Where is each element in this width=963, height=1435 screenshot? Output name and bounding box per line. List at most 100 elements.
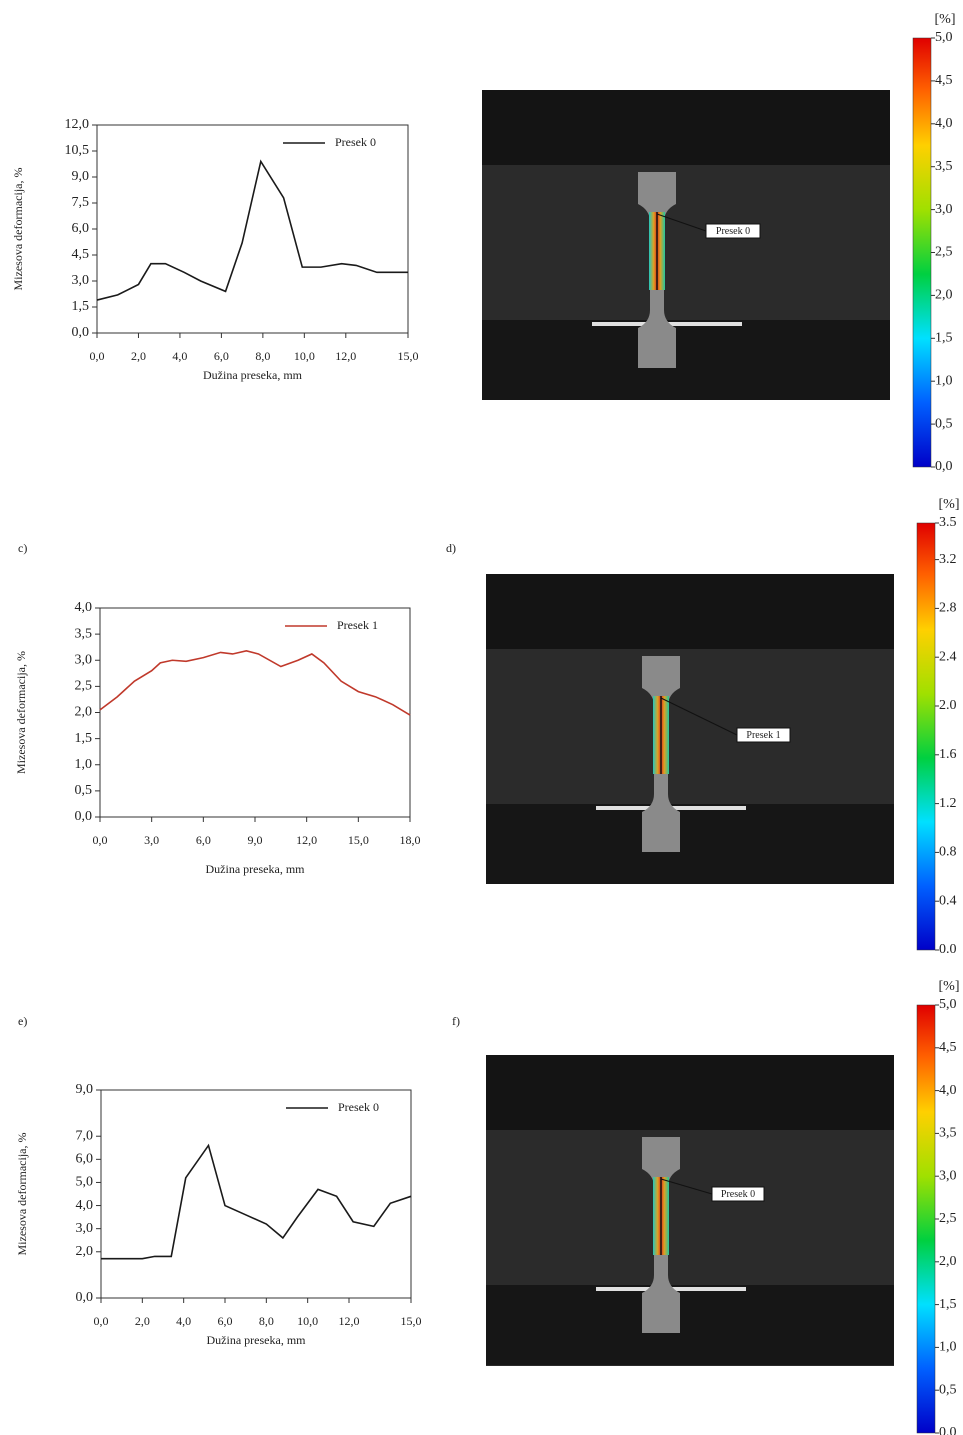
x-tick-label: 8,0 — [255, 349, 270, 363]
colorbar-tick-label: 0.8 — [939, 845, 957, 860]
x-tick-label: 2,0 — [131, 349, 146, 363]
colorbar — [912, 37, 932, 468]
plot-frame — [99, 607, 411, 818]
colorbar — [916, 522, 936, 951]
colorbar-unit: [%] — [939, 497, 960, 512]
colorbar-tick-label: 4,0 — [935, 116, 953, 131]
x-tick-label: 10,0 — [297, 1314, 318, 1328]
colorbar-tick-label: 2.0 — [939, 698, 957, 713]
colorbar-tick-label: 2,0 — [939, 1254, 957, 1269]
colorbar-tick-label: 1,5 — [939, 1297, 957, 1312]
lower-grip — [486, 804, 894, 884]
y-tick-label: 10,5 — [65, 143, 90, 158]
colorbar-tick-label: 1,0 — [935, 373, 953, 388]
panel-label: c) — [18, 541, 27, 555]
x-tick-label: 12,0 — [296, 833, 317, 847]
annotation-label: Presek 0 — [716, 226, 750, 237]
annotation-box — [736, 727, 791, 743]
x-tick-label: 4,0 — [172, 349, 187, 363]
x-tick-label: 6,0 — [214, 349, 229, 363]
colorbar — [916, 1004, 936, 1434]
y-tick-label: 3,0 — [76, 1221, 94, 1236]
upper-grip — [482, 90, 890, 165]
colorbar-tick-label: 4,5 — [935, 73, 953, 88]
x-tick-label: 9,0 — [248, 833, 263, 847]
x-axis-label: Dužina preseka, mm — [207, 1333, 307, 1347]
x-tick-label: 8,0 — [259, 1314, 274, 1328]
upper-grip — [486, 574, 894, 649]
y-tick-label: 1,5 — [72, 299, 90, 314]
photo: Presek 0 — [486, 1055, 894, 1366]
y-tick-label: 0,5 — [75, 783, 93, 798]
photo: Presek 1 — [486, 574, 894, 884]
colorbar-tick-label: 3.2 — [939, 552, 957, 567]
colorbar-tick-label: 0,0 — [935, 459, 953, 474]
x-tick-label: 0,0 — [93, 833, 108, 847]
lower-grip — [482, 320, 890, 400]
panel-label: e) — [18, 1014, 27, 1028]
data-line — [101, 1143, 412, 1260]
x-axis-label: Dužina preseka, mm — [203, 368, 303, 382]
x-tick-label: 15,0 — [398, 349, 419, 363]
colorbar-tick-label: 5,0 — [935, 30, 953, 45]
colorbar-tick-label: 0.0 — [939, 942, 957, 957]
colorbar-tick-label: 1,5 — [935, 331, 953, 346]
legend-label: Presek 0 — [338, 1100, 379, 1114]
x-tick-label: 15,0 — [348, 833, 369, 847]
colorbar-tick-label: 0,5 — [939, 1382, 957, 1397]
annotation-leader — [660, 1178, 713, 1195]
y-tick-label: 1,0 — [75, 757, 93, 772]
colorbar-unit: [%] — [935, 12, 956, 27]
x-tick-label: 3,0 — [144, 833, 159, 847]
y-tick-label: 5,0 — [76, 1175, 94, 1190]
legend-label: Presek 1 — [337, 618, 378, 632]
colorbar-tick-label: 1.2 — [939, 796, 957, 811]
y-tick-label: 3,0 — [72, 273, 90, 288]
y-axis-label: Mizesova deformacija, % — [15, 1133, 29, 1256]
y-tick-label: 2,0 — [76, 1244, 94, 1259]
colorbar-tick-label: 2.8 — [939, 601, 957, 616]
data-line — [96, 159, 408, 301]
x-tick-label: 18,0 — [400, 833, 421, 847]
colorbar-tick-label: 2.4 — [939, 649, 957, 664]
legend-label: Presek 0 — [335, 135, 376, 149]
y-tick-label: 0,0 — [76, 1290, 94, 1305]
y-tick-label: 0,0 — [75, 809, 93, 824]
y-tick-label: 1,5 — [75, 731, 93, 746]
y-tick-label: 2,5 — [75, 679, 93, 694]
colorbar-tick-label: 3,0 — [935, 202, 953, 217]
x-tick-label: 4,0 — [176, 1314, 191, 1328]
annotation-label: Presek 1 — [746, 730, 780, 741]
x-tick-label: 12,0 — [339, 1314, 360, 1328]
colorbar-tick-label: 4,0 — [939, 1083, 957, 1098]
colorbar-tick-label: 1.6 — [939, 747, 957, 762]
colorbar-tick-label: 0,5 — [935, 416, 953, 431]
x-axis-label: Dužina preseka, mm — [206, 862, 306, 876]
colorbar-tick-label: 2,5 — [939, 1211, 957, 1226]
y-axis-label: Mizesova deformacija, % — [11, 168, 25, 291]
y-axis-label: Mizesova deformacija, % — [14, 651, 28, 774]
plot-frame — [100, 1089, 412, 1299]
annotation-label: Presek 0 — [721, 1189, 755, 1200]
x-tick-label: 12,0 — [335, 349, 356, 363]
y-tick-label: 7,5 — [72, 195, 90, 210]
panel-label: d) — [446, 541, 456, 555]
colorbar-tick-label: 1,0 — [939, 1340, 957, 1355]
y-tick-label: 6,0 — [72, 221, 90, 236]
x-tick-label: 2,0 — [135, 1314, 150, 1328]
colorbar-tick-label: 4,5 — [939, 1040, 957, 1055]
y-tick-label: 4,5 — [72, 247, 90, 262]
x-tick-label: 10,0 — [294, 349, 315, 363]
y-tick-label: 4,0 — [76, 1198, 94, 1213]
y-tick-label: 9,0 — [76, 1082, 94, 1097]
colorbar-tick-label: 2,0 — [935, 288, 953, 303]
y-tick-label: 12,0 — [65, 117, 90, 132]
colorbar-tick-label: 0.4 — [939, 893, 957, 908]
panel-label: f) — [452, 1014, 460, 1028]
data-line — [99, 650, 411, 716]
colorbar-tick-label: 3,5 — [939, 1126, 957, 1141]
x-tick-label: 15,0 — [401, 1314, 422, 1328]
annotation-leader — [656, 213, 707, 232]
colorbar-tick-label: 5,0 — [939, 997, 957, 1012]
